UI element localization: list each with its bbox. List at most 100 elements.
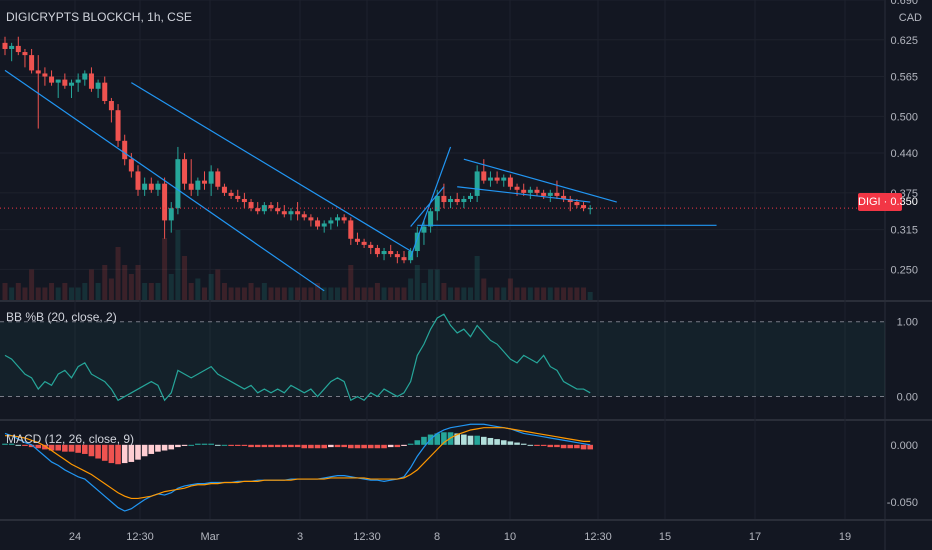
last-price-tag: DIGI · 0.350	[858, 193, 918, 211]
time-tick-label: Mar	[201, 531, 220, 543]
macd-histogram-bar	[175, 444, 181, 448]
volume-bar	[315, 283, 321, 300]
candle-body	[428, 211, 434, 227]
volume-bar	[22, 287, 28, 300]
candle-body	[208, 171, 214, 184]
macd-histogram-bar	[454, 433, 460, 445]
volume-bar	[35, 287, 41, 300]
macd-histogram-bar	[28, 444, 35, 448]
candle-body	[255, 208, 261, 212]
volume-bar	[481, 278, 487, 300]
macd-histogram-bar	[208, 443, 214, 445]
candle-body	[275, 208, 281, 212]
volume-bar	[487, 287, 493, 300]
volume-bar	[135, 265, 141, 300]
macd-histogram-bar	[567, 444, 574, 449]
candle-body	[69, 82, 74, 86]
macd-histogram-bar	[474, 435, 480, 445]
candle-body	[321, 223, 327, 227]
macd-histogram-bar	[121, 444, 128, 464]
price-tick-label: 0.250	[890, 264, 918, 276]
candle-body	[142, 183, 148, 190]
candle-body	[241, 198, 247, 203]
candle-body	[514, 186, 520, 190]
macd-histogram-bar	[221, 444, 228, 446]
candle-body	[474, 171, 480, 196]
macd-histogram-bar	[254, 444, 261, 448]
volume-bar	[128, 274, 134, 300]
macd-histogram-bar	[367, 444, 374, 449]
macd-histogram-bar	[381, 444, 387, 449]
macd-histogram-bar	[314, 444, 321, 449]
candle-body	[22, 52, 28, 56]
macd-histogram-bar	[554, 444, 560, 448]
macd-histogram-bar	[161, 444, 168, 451]
volume-bar	[295, 287, 301, 300]
volume-bar	[461, 287, 467, 300]
candle-body	[448, 198, 454, 203]
candle-body	[2, 42, 8, 49]
candle-body	[381, 251, 387, 255]
candle-body	[368, 244, 374, 248]
candle-body	[341, 217, 347, 221]
candle-body	[581, 205, 587, 209]
candle-body	[115, 110, 121, 141]
macd-histogram-bar	[128, 444, 135, 462]
candle-body	[441, 195, 447, 203]
macd-histogram-bar	[42, 444, 48, 450]
macd-histogram-bar	[387, 444, 394, 448]
macd-histogram-bar	[328, 444, 334, 448]
macd-histogram-bar	[560, 444, 567, 449]
volume-bar	[188, 283, 194, 300]
candle-body	[421, 226, 427, 233]
volume-bar	[341, 287, 347, 300]
macd-histogram-bar	[321, 444, 327, 449]
volume-bar	[501, 287, 507, 300]
candle-body	[587, 208, 593, 210]
volume-bar	[541, 287, 547, 300]
macd-histogram	[2, 432, 593, 465]
volume-bar	[215, 269, 221, 300]
macd-histogram-bar	[82, 444, 88, 454]
macd-histogram-bar	[15, 444, 22, 446]
macd-histogram-bar	[268, 444, 274, 448]
candle-body	[82, 73, 88, 80]
macd-histogram-bar	[281, 444, 288, 448]
time-tick-label: 15	[659, 531, 671, 543]
candle-body	[75, 79, 81, 83]
candle-body	[168, 208, 174, 221]
volume-bar	[142, 283, 148, 300]
volume-bar	[208, 274, 214, 300]
candle-body	[328, 220, 334, 224]
macd-histogram-bar	[141, 444, 148, 457]
candle-body	[374, 247, 380, 255]
candle-body	[554, 192, 560, 196]
candle-body	[215, 171, 221, 187]
bb-pane-title: BB %B (20, close, 2)	[6, 310, 117, 324]
candle-body	[527, 189, 533, 193]
volume-bars	[2, 230, 593, 300]
candle-body	[248, 202, 254, 209]
candle-body	[55, 79, 61, 83]
volume-bar	[328, 287, 334, 300]
macd-histogram-bar	[294, 444, 301, 448]
candle-body	[288, 211, 294, 215]
macd-histogram-bar	[401, 444, 407, 446]
volume-bar	[574, 287, 580, 300]
candle-body	[188, 183, 194, 190]
volume-bar	[474, 256, 480, 300]
currency-label: CAD	[898, 12, 922, 24]
macd-histogram-bar	[261, 444, 268, 448]
macd-histogram-bar	[241, 444, 248, 446]
macd-histogram-bar	[22, 444, 28, 446]
trendline	[131, 82, 411, 252]
macd-histogram-bar	[148, 444, 155, 454]
candle-body	[122, 140, 128, 160]
volume-bar	[348, 265, 354, 300]
candle-body	[468, 195, 473, 199]
volume-bar	[75, 287, 81, 300]
macd-histogram-bar	[394, 444, 401, 448]
volume-bar	[175, 230, 181, 300]
volume-bar	[434, 269, 440, 300]
